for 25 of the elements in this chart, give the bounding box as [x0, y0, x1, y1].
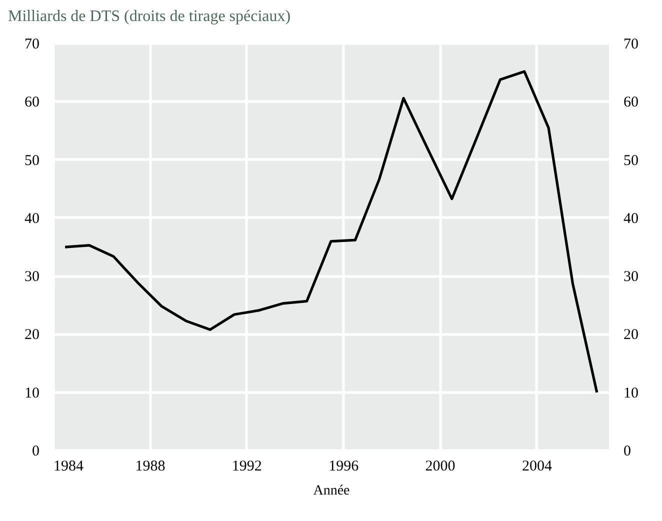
x-tick-label: 1984 [54, 458, 84, 474]
line-series [64, 70, 598, 394]
y-tick-label: 50 [24, 152, 40, 169]
x-tick-label: 2004 [522, 458, 552, 474]
y2-tick-label: 50 [624, 152, 638, 169]
y2-tick-label: 40 [624, 210, 638, 227]
y-tick-label: 30 [24, 269, 40, 286]
y-tick-label: 20 [24, 327, 40, 344]
y2-tick-label: 60 [624, 94, 638, 111]
x-tick-label: 1992 [232, 458, 262, 474]
x-tick-label: 2000 [425, 458, 456, 474]
y-tick-label: 10 [24, 385, 40, 402]
y2-tick-label: 20 [624, 327, 638, 344]
x-tick-label: 1996 [328, 458, 360, 474]
y-tick-label: 0 [32, 444, 40, 460]
y2-tick-label: 0 [624, 444, 631, 460]
x-axis-title: Année [313, 484, 350, 498]
y2-tick-label: 10 [624, 385, 638, 402]
y-tick-label: 60 [24, 94, 40, 111]
y2-tick-label: 70 [624, 36, 638, 52]
y2-tick-label: 30 [624, 269, 638, 286]
chart-title: Milliards de DTS (droits de tirage spéciaux) [8, 8, 291, 25]
y-tick-label: 70 [24, 36, 40, 52]
y-tick-label: 40 [24, 210, 40, 227]
x-tick-label: 1988 [135, 458, 166, 474]
